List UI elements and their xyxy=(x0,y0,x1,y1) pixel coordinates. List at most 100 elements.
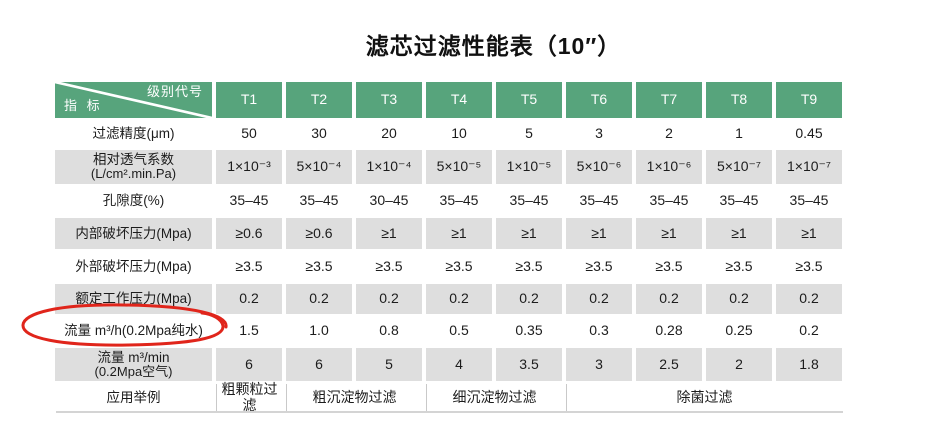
column-header-t8: T8 xyxy=(706,82,772,118)
row-label-line2: (0.2Mpa空气) xyxy=(94,363,173,379)
value-cell: 0.25 xyxy=(725,322,753,339)
row-label-water-flow: 流量 m³/h(0.2Mpa纯水) xyxy=(64,323,203,339)
column-header-t3: T3 xyxy=(356,82,422,118)
value-cell: 35–45 xyxy=(649,192,689,209)
value-cell: 0.2 xyxy=(216,284,282,314)
row-label: 额定工作压力(Mpa) xyxy=(55,284,212,314)
row-label: 相对透气系数 (L/cm².min.Pa) xyxy=(55,150,212,184)
value-cell: 5×10⁻⁶ xyxy=(566,150,632,184)
column-header-t9: T9 xyxy=(776,82,842,118)
value-cell: 4 xyxy=(426,348,492,381)
value-cell: 35–45 xyxy=(579,192,619,209)
value-cell: 5 xyxy=(356,348,422,381)
value-cell: 0.45 xyxy=(795,125,823,142)
value-cell: 0.8 xyxy=(379,322,399,339)
value-cell: ≥1 xyxy=(566,218,632,249)
value-cell: 0.2 xyxy=(776,284,842,314)
application-cell: 除菌过滤 xyxy=(566,384,842,411)
value-cell: ≥1 xyxy=(776,218,842,249)
value-cell: 35–45 xyxy=(509,192,549,209)
application-cell: 细沉淀物过滤 xyxy=(426,384,562,411)
value-cell: 10 xyxy=(451,125,467,142)
page-title: 滤芯过滤性能表（10″） xyxy=(365,33,622,59)
value-cell: 0.2 xyxy=(799,322,819,339)
value-cell: 2 xyxy=(665,125,673,142)
value-cell: ≥3.5 xyxy=(305,257,333,274)
value-cell: 35–45 xyxy=(439,192,479,209)
value-cell: 5×10⁻⁵ xyxy=(426,150,492,184)
column-header-t7: T7 xyxy=(636,82,702,118)
value-cell: 0.2 xyxy=(356,284,422,314)
value-cell: 1×10⁻⁴ xyxy=(356,150,422,184)
value-cell: 35–45 xyxy=(789,192,829,209)
value-cell: ≥1 xyxy=(356,218,422,249)
value-cell: 1×10⁻³ xyxy=(216,150,282,184)
diagonal-divider xyxy=(55,82,212,118)
value-cell: 3.5 xyxy=(496,348,562,381)
value-cell: 5×10⁻⁴ xyxy=(286,150,352,184)
performance-table: 级别代号 指 标 T1 T2 T3 T4 T5 T6 T7 T8 T9 过滤精度… xyxy=(55,82,842,412)
value-cell: ≥1 xyxy=(636,218,702,249)
column-header-t2: T2 xyxy=(286,82,352,118)
application-cell: 粗颗粒过滤 xyxy=(216,381,282,412)
value-cell: ≥1 xyxy=(706,218,772,249)
value-cell: ≥3.5 xyxy=(585,257,613,274)
value-cell: 0.2 xyxy=(566,284,632,314)
value-cell: 2 xyxy=(706,348,772,381)
value-cell: 3 xyxy=(566,348,632,381)
row-label-application: 应用举例 xyxy=(106,389,161,405)
row-label: 外部破坏压力(Mpa) xyxy=(75,258,192,274)
value-cell: ≥3.5 xyxy=(375,257,403,274)
value-cell: 1×10⁻⁶ xyxy=(636,150,702,184)
corner-header-cell: 级别代号 指 标 xyxy=(55,82,212,118)
row-label: 过滤精度(μm) xyxy=(92,126,175,142)
column-header-t1: T1 xyxy=(216,82,282,118)
value-cell: 1.5 xyxy=(239,322,259,339)
value-cell: 0.2 xyxy=(286,284,352,314)
corner-label-grade: 级别代号 xyxy=(146,84,203,99)
value-cell: 0.2 xyxy=(496,284,562,314)
row-label-line1: 流量 m³/min xyxy=(97,349,170,365)
value-cell: ≥0.6 xyxy=(216,218,282,249)
value-cell: 35–45 xyxy=(719,192,759,209)
value-cell: 35–45 xyxy=(299,192,339,209)
value-cell: 3 xyxy=(595,125,603,142)
value-cell: 0.3 xyxy=(589,322,609,339)
value-cell: 6 xyxy=(286,348,352,381)
value-cell: ≥3.5 xyxy=(445,257,473,274)
value-cell: 1×10⁻⁵ xyxy=(496,150,562,184)
row-label: 孔隙度(%) xyxy=(102,193,165,209)
value-cell: 0.2 xyxy=(706,284,772,314)
corner-label-index: 指 标 xyxy=(64,98,103,114)
value-cell: ≥1 xyxy=(496,218,562,249)
application-cell: 粗沉淀物过滤 xyxy=(286,384,422,411)
row-label: 内部破坏压力(Mpa) xyxy=(55,218,212,249)
value-cell: 0.2 xyxy=(636,284,702,314)
column-header-t6: T6 xyxy=(566,82,632,118)
value-cell: 0.5 xyxy=(449,322,469,339)
value-cell: 5 xyxy=(525,125,533,142)
value-cell: ≥0.6 xyxy=(286,218,352,249)
value-cell: 0.2 xyxy=(426,284,492,314)
table-bottom-border xyxy=(56,411,843,413)
column-header-t5: T5 xyxy=(496,82,562,118)
value-cell: 20 xyxy=(381,125,397,142)
row-label: 流量 m³/min (0.2Mpa空气) xyxy=(55,348,212,381)
value-cell: ≥1 xyxy=(426,218,492,249)
row-label-line1: 相对透气系数 xyxy=(93,152,174,168)
value-cell: 2.5 xyxy=(636,348,702,381)
value-cell: 30–45 xyxy=(369,192,409,209)
value-cell: 35–45 xyxy=(229,192,269,209)
value-cell: 5×10⁻⁷ xyxy=(706,150,772,184)
value-cell: 1×10⁻⁷ xyxy=(776,150,842,184)
value-cell: 0.35 xyxy=(515,322,543,339)
value-cell: ≥3.5 xyxy=(515,257,543,274)
column-header-t4: T4 xyxy=(426,82,492,118)
value-cell: ≥3.5 xyxy=(725,257,753,274)
value-cell: 0.28 xyxy=(655,322,683,339)
value-cell: 30 xyxy=(311,125,327,142)
value-cell: 50 xyxy=(241,125,257,142)
value-cell: 1.0 xyxy=(309,322,329,339)
value-cell: ≥3.5 xyxy=(795,257,823,274)
value-cell: ≥3.5 xyxy=(655,257,683,274)
